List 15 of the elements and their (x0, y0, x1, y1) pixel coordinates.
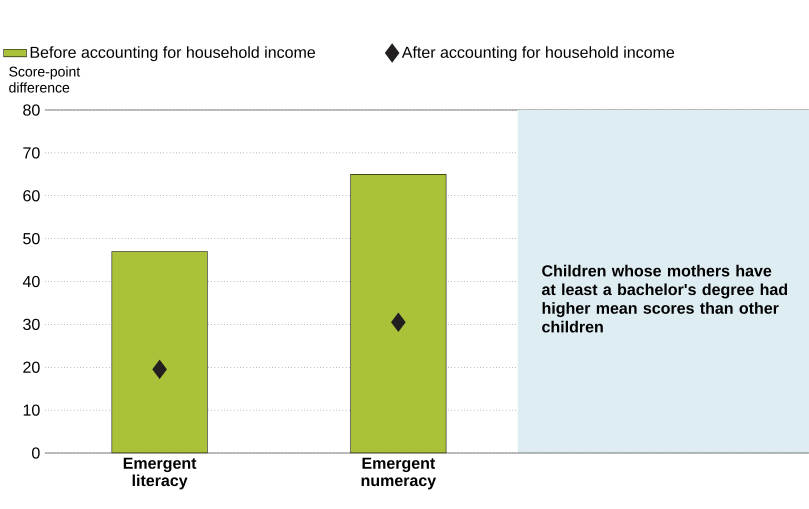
y-tick-label: 10 (24, 404, 40, 416)
y-tick-label: 60 (23, 190, 40, 202)
y-axis-title: Score-point difference (9, 66, 80, 93)
y-tick-label: 70 (23, 147, 40, 159)
text: Children whose mothers have at least a bachelor's degree had higher mean scores than other children (542, 264, 788, 333)
y-tick-label: 30 (23, 318, 40, 330)
legend-label: Before accounting for household income (30, 46, 316, 62)
y-tick-label: 50 (23, 232, 40, 244)
y-tick-label: 20 (23, 362, 40, 373)
y-tick-label: 0 (32, 447, 40, 459)
y-tick-label: 80 (23, 104, 40, 116)
x-tick-label: Emergent numeracy (362, 458, 436, 490)
x-tick-label: Emergent literacy (124, 458, 196, 490)
y-tick-label: 40 (22, 276, 40, 288)
legend-label: After accounting for household income (402, 46, 674, 62)
